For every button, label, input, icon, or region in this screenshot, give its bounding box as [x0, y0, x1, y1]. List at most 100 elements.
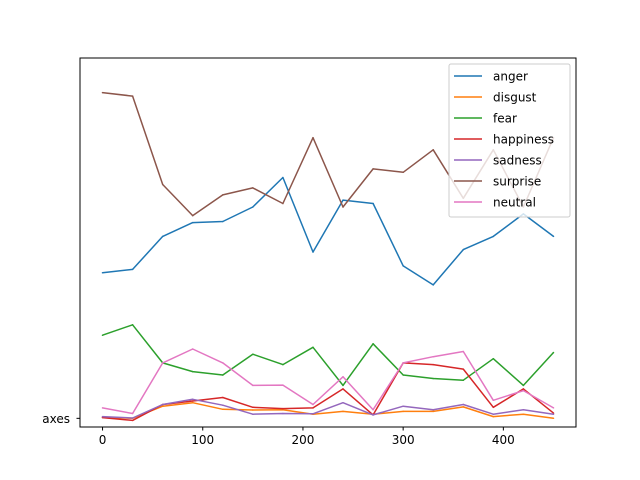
data-point-anger: [191, 221, 194, 224]
data-point-sadness: [492, 413, 495, 415]
data-point-fear: [252, 353, 254, 355]
data-point-fear: [282, 363, 284, 366]
data-point-anger: [402, 265, 404, 267]
legend-label: anger: [493, 70, 528, 84]
data-point-sadness: [522, 408, 525, 411]
x-tick-label: 0: [99, 433, 107, 447]
data-point-anger: [282, 176, 284, 179]
data-point-sadness: [101, 415, 104, 418]
data-point-happiness: [522, 388, 525, 390]
x-tick-label: 300: [392, 433, 415, 447]
data-point-neutral: [372, 408, 374, 411]
data-point-anger: [342, 199, 344, 201]
data-point-sadness: [462, 403, 465, 406]
x-tick-label: 400: [492, 433, 515, 447]
data-point-sadness: [131, 417, 134, 419]
data-point-neutral: [312, 403, 314, 406]
data-point-anger: [372, 202, 374, 205]
data-point-disgust: [222, 408, 224, 411]
data-point-neutral: [131, 412, 134, 415]
data-point-disgust: [161, 405, 164, 407]
series-line-neutral: [102, 348, 554, 415]
data-point-sadness: [552, 413, 555, 415]
data-point-neutral: [462, 350, 465, 353]
data-point-anger: [492, 235, 495, 238]
data-point-neutral: [552, 407, 555, 409]
data-point-surprise: [402, 171, 404, 174]
data-point-neutral: [282, 384, 284, 386]
data-point-fear: [131, 324, 134, 326]
legend-label: disgust: [493, 91, 537, 105]
data-point-anger: [552, 235, 555, 238]
data-point-neutral: [432, 355, 434, 358]
legend-item-surprise: surprise: [454, 175, 541, 189]
legend-item-anger: anger: [454, 70, 528, 84]
legend-label: happiness: [493, 133, 554, 147]
data-point-surprise: [312, 136, 314, 139]
data-point-surprise: [342, 206, 344, 208]
data-point-sadness: [222, 404, 224, 406]
data-point-sadness: [312, 413, 314, 415]
data-point-sadness: [372, 414, 374, 416]
data-point-disgust: [432, 410, 434, 413]
data-point-surprise: [222, 194, 224, 196]
series-line-disgust: [102, 401, 554, 420]
data-point-fear: [402, 374, 404, 376]
data-point-disgust: [492, 415, 495, 418]
legend-item-disgust: disgust: [454, 91, 537, 105]
data-point-anger: [101, 272, 104, 274]
legend-item-happiness: happiness: [454, 133, 554, 147]
data-point-neutral: [342, 376, 344, 378]
data-point-fear: [372, 343, 374, 345]
data-point-fear: [522, 384, 525, 387]
data-point-happiness: [312, 407, 314, 409]
data-point-sadness: [161, 403, 164, 406]
legend-label: surprise: [493, 175, 541, 189]
data-point-neutral: [222, 362, 224, 364]
data-point-anger: [312, 251, 314, 253]
data-point-happiness: [282, 407, 284, 410]
data-point-disgust: [191, 401, 194, 404]
data-point-neutral: [161, 362, 164, 364]
data-point-neutral: [252, 384, 254, 387]
data-point-fear: [432, 377, 434, 380]
series-line-fear: [102, 324, 555, 387]
data-point-happiness: [222, 396, 224, 399]
data-point-fear: [492, 357, 495, 360]
data-point-happiness: [342, 388, 344, 390]
legend-box: [448, 63, 571, 218]
data-point-anger: [161, 235, 164, 238]
legend-label: sadness: [493, 154, 542, 168]
series-anger: [101, 176, 555, 286]
data-point-sadness: [402, 405, 404, 407]
data-point-fear: [222, 374, 224, 376]
data-point-surprise: [191, 214, 194, 217]
data-point-neutral: [492, 399, 495, 402]
data-point-neutral: [522, 389, 525, 392]
data-point-neutral: [101, 407, 104, 409]
data-point-surprise: [432, 149, 434, 151]
plot-frame: [79, 57, 577, 428]
data-point-surprise: [252, 187, 254, 189]
data-point-disgust: [462, 406, 465, 408]
data-point-fear: [462, 379, 465, 381]
data-point-anger: [432, 284, 434, 286]
data-point-anger: [131, 268, 134, 271]
x-axis: 0 100 200 300 400: [99, 427, 515, 447]
x-tick-label: 100: [191, 433, 214, 447]
data-point-fear: [312, 346, 314, 349]
data-point-surprise: [101, 91, 104, 94]
data-point-surprise: [161, 183, 164, 186]
data-point-surprise: [282, 202, 284, 205]
legend-item-sadness: sadness: [454, 154, 542, 168]
data-point-disgust: [522, 413, 525, 415]
series-line-anger: [102, 176, 554, 286]
data-point-anger: [222, 220, 224, 223]
data-point-anger: [252, 206, 254, 208]
series-line-sadness: [102, 398, 554, 419]
data-point-happiness: [252, 406, 254, 409]
data-point-disgust: [402, 410, 404, 413]
data-point-happiness: [191, 400, 194, 402]
legend-label: neutral: [493, 196, 536, 210]
